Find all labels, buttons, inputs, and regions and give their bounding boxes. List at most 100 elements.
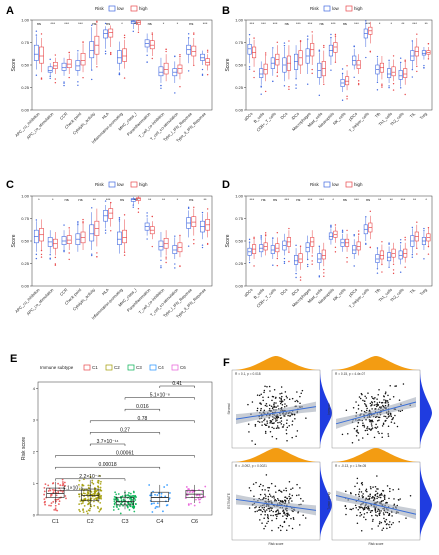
significance-label: ns: [106, 21, 110, 26]
jitter-point: [160, 492, 163, 495]
y-tick-label: 1.00: [21, 17, 30, 22]
legend-label-C1: C1: [92, 365, 98, 370]
scatter-point: [388, 523, 390, 526]
outlier-point: [423, 66, 425, 69]
outlier-point: [404, 93, 406, 96]
x-tick-label: NK_cells: [332, 111, 347, 126]
scatter-point: [284, 499, 287, 502]
jitter-point: [113, 498, 116, 501]
significance-label: *: [379, 21, 381, 26]
box-body: [150, 491, 169, 503]
scatter-point: [262, 399, 264, 402]
legend-title: Risk: [310, 6, 319, 11]
outlier-point: [104, 232, 107, 234]
outlier-point: [346, 229, 348, 232]
scatter-point: [374, 408, 376, 410]
jitter-point: [50, 502, 53, 504]
scatter-point: [270, 405, 273, 408]
scatter-point: [352, 406, 355, 409]
box-high: [403, 236, 408, 268]
outlier-point: [427, 43, 430, 45]
scatter-point: [276, 515, 278, 517]
scatter-point: [286, 396, 288, 399]
outlier-point: [423, 258, 425, 260]
y-tick-label: 0.00: [21, 107, 30, 112]
outlier-point: [77, 84, 79, 86]
panel-label-d: D: [222, 179, 230, 191]
jitter-point: [43, 486, 46, 489]
scatter-point: [253, 495, 255, 497]
box-high: [205, 208, 211, 245]
outlier-point: [353, 265, 355, 267]
scatter-point: [376, 426, 379, 428]
jitter-point: [113, 500, 116, 503]
scatter-point: [264, 385, 266, 387]
outlier-point: [411, 256, 414, 258]
outlier-point: [193, 206, 195, 208]
scatter-point: [365, 404, 367, 406]
significance-label: *: [177, 21, 179, 26]
jitter-point: [95, 490, 98, 492]
scatter-point: [364, 429, 367, 432]
jitter-point: [97, 480, 100, 482]
scatter-point: [265, 403, 268, 405]
significance-label: **: [162, 197, 166, 202]
outlier-point: [118, 217, 121, 219]
scatter-point: [350, 508, 353, 511]
box-high: [414, 221, 419, 255]
legend-title: Risk: [95, 6, 104, 11]
jitter-point: [78, 479, 81, 482]
jitter-point: [96, 505, 99, 508]
box-high: [39, 33, 44, 80]
jitter-point: [43, 490, 46, 493]
outlier-point: [353, 234, 355, 236]
scatter-point: [281, 392, 283, 395]
p-value-label: 3.7×10⁻¹⁴: [97, 439, 119, 445]
box-body: [391, 248, 396, 258]
jitter-point: [92, 495, 94, 498]
scatter-point: [291, 423, 293, 426]
scatter-point: [382, 489, 384, 492]
scatter-point: [275, 406, 277, 408]
legend-swatch-high: [345, 5, 353, 12]
scatter-point: [374, 486, 377, 488]
outlier-point: [330, 224, 332, 227]
scatter-point: [279, 512, 281, 515]
significance-label: ***: [354, 197, 359, 202]
jitter-point: [93, 493, 96, 496]
jitter-point: [85, 510, 88, 513]
scatter-point: [286, 510, 288, 512]
scatter-point: [287, 414, 289, 417]
scatter-point: [361, 495, 363, 497]
scatter-point: [265, 497, 267, 500]
outlier-point: [40, 249, 43, 252]
scatter-point: [362, 496, 365, 498]
scatter-point: [384, 404, 387, 407]
scatter-point: [370, 405, 372, 407]
scatter-point: [361, 484, 364, 486]
box-high: [310, 31, 315, 75]
outlier-point: [253, 37, 255, 39]
scatter-point: [370, 421, 372, 423]
outlier-point: [365, 243, 367, 246]
box-low: [270, 47, 275, 83]
box-body: [103, 29, 108, 39]
scatter-point: [376, 415, 378, 418]
scatter-point: [277, 416, 280, 419]
outlier-point: [187, 207, 190, 210]
bracket-line: [89, 420, 195, 423]
x-tick-label: CCR: [59, 287, 69, 297]
outlier-point: [123, 34, 126, 37]
significance-label: **: [401, 21, 405, 26]
outlier-point: [253, 236, 255, 239]
box-body: [391, 66, 396, 77]
outlier-point: [174, 263, 176, 265]
scatter-point: [363, 424, 365, 427]
outlier-point: [35, 257, 38, 260]
significance-label: ***: [261, 21, 266, 26]
jitter-point: [151, 511, 154, 513]
outlier-point: [160, 87, 162, 89]
scatter-point: [271, 435, 274, 438]
scatter-point: [369, 420, 371, 423]
significance-label: ***: [412, 21, 417, 26]
